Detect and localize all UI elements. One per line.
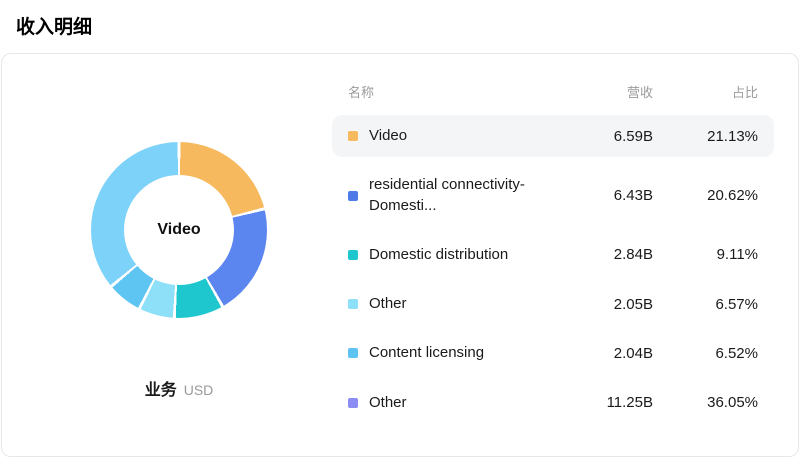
table-row[interactable]: Video 6.59B 21.13% bbox=[332, 115, 774, 158]
chart-footer: 业务 USD bbox=[145, 376, 214, 400]
legend-marker-icon bbox=[348, 131, 358, 142]
revenue-value: 6.43B bbox=[613, 187, 653, 204]
series-name: Video bbox=[369, 127, 408, 144]
table-row[interactable]: Content licensing 2.04B 6.52% bbox=[332, 332, 774, 374]
table-header-row: 名称 营收 占比 bbox=[332, 76, 774, 115]
revenue-value: 2.84B bbox=[613, 246, 653, 264]
revenue-value: 11.25B bbox=[606, 394, 653, 412]
page-title: 收入明细 bbox=[16, 17, 93, 38]
revenue-value: 6.59B bbox=[613, 127, 653, 145]
column-header-name: 名称 bbox=[348, 85, 375, 100]
series-name: Other bbox=[369, 295, 407, 312]
share-value: 36.05% bbox=[707, 394, 758, 412]
series-name: Domestic distribution bbox=[369, 245, 509, 263]
revenue-detail-card: Video 业务 USD 名称 营收 占比 Video 6.59B 21.13% re… bbox=[1, 53, 799, 457]
column-header-share: 占比 bbox=[731, 85, 758, 100]
series-name: residential connectivity-Domesti... bbox=[369, 176, 525, 214]
legend-marker-icon bbox=[348, 397, 358, 408]
legend-marker-icon bbox=[348, 348, 358, 359]
donut-center-label: Video bbox=[124, 175, 234, 285]
chart-column: Video 业务 USD bbox=[26, 72, 332, 438]
share-value: 6.57% bbox=[715, 295, 758, 313]
donut-chart[interactable]: Video bbox=[91, 142, 267, 318]
legend-marker-icon bbox=[348, 249, 358, 260]
table-row[interactable]: Domestic distribution 2.84B 9.11% bbox=[332, 234, 774, 276]
share-value: 20.62% bbox=[707, 187, 758, 204]
series-name: Other bbox=[369, 393, 407, 411]
legend-marker-icon bbox=[348, 299, 358, 310]
share-value: 6.52% bbox=[715, 344, 758, 362]
column-header-revenue: 营收 bbox=[626, 85, 653, 100]
series-name: Content licensing bbox=[369, 344, 485, 362]
revenue-table: 名称 营收 占比 Video 6.59B 21.13% residential con… bbox=[332, 72, 774, 438]
revenue-value: 2.04B bbox=[613, 344, 653, 362]
chart-footer-label: 业务 bbox=[144, 382, 177, 399]
legend-marker-icon bbox=[348, 190, 358, 201]
table-row[interactable]: Other 2.05B 6.57% bbox=[332, 283, 774, 325]
share-value: 21.13% bbox=[707, 127, 758, 145]
table-body: Video 6.59B 21.13% residential connectivity… bbox=[332, 115, 774, 424]
share-value: 9.11% bbox=[716, 246, 758, 264]
revenue-value: 2.05B bbox=[613, 295, 653, 313]
table-row[interactable]: residential connectivity-Domesti... 6.43B… bbox=[332, 164, 774, 227]
chart-footer-unit: USD bbox=[183, 382, 214, 398]
table-row[interactable]: Other 11.25B 36.05% bbox=[332, 382, 774, 424]
